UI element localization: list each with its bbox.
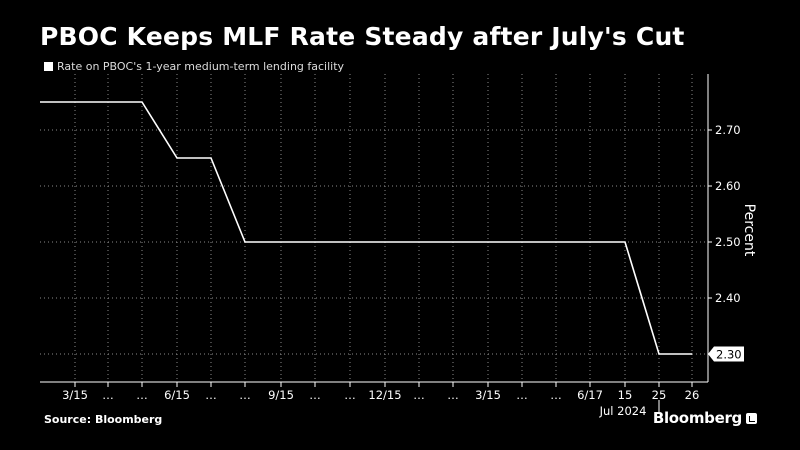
x-tick-label: … [102, 388, 114, 402]
x-secondary-label: Jul 2024 [599, 404, 647, 418]
bloomberg-logo: Bloomberg [653, 409, 757, 427]
x-tick-label: … [309, 388, 321, 402]
source-note: Source: Bloomberg [44, 413, 163, 426]
y-tick-label: 2.60 [715, 179, 741, 193]
x-tick-label: … [516, 388, 528, 402]
x-tick-label: … [239, 388, 251, 402]
x-tick-label: … [344, 388, 356, 402]
x-tick-label: … [136, 388, 148, 402]
x-tick-label: 3/15 [475, 388, 501, 402]
x-tick-label: … [447, 388, 459, 402]
chart-title: PBOC Keeps MLF Rate Steady after July's … [40, 22, 685, 51]
last-value-box [708, 346, 744, 362]
legend: Rate on PBOC's 1-year medium-term lendin… [44, 60, 344, 73]
x-tick-label: … [550, 388, 562, 402]
bloomberg-chart-icon [746, 412, 757, 424]
last-value-label: 2.30 [716, 348, 742, 362]
x-tick-label: 12/15 [368, 388, 401, 402]
x-tick-label: 3/15 [62, 388, 88, 402]
x-tick-label: 15 [618, 388, 633, 402]
y-tick-label: 2.40 [715, 291, 741, 305]
legend-swatch [44, 62, 53, 71]
x-tick-label: … [413, 388, 425, 402]
brand-name: Bloomberg [652, 409, 742, 427]
x-tick-label: 9/15 [268, 388, 294, 402]
y-axis-title: Percent [741, 204, 757, 257]
x-tick-label: 6/15 [164, 388, 190, 402]
legend-label: Rate on PBOC's 1-year medium-term lendin… [57, 60, 345, 73]
y-tick-label: 2.50 [715, 235, 741, 249]
x-tick-label: 26 [685, 388, 700, 402]
x-tick-label: … [205, 388, 217, 402]
x-tick-label: 6/17 [577, 388, 603, 402]
x-tick-label: 25 [652, 388, 667, 402]
series-line [40, 101, 692, 355]
y-tick-label: 2.70 [715, 123, 741, 137]
